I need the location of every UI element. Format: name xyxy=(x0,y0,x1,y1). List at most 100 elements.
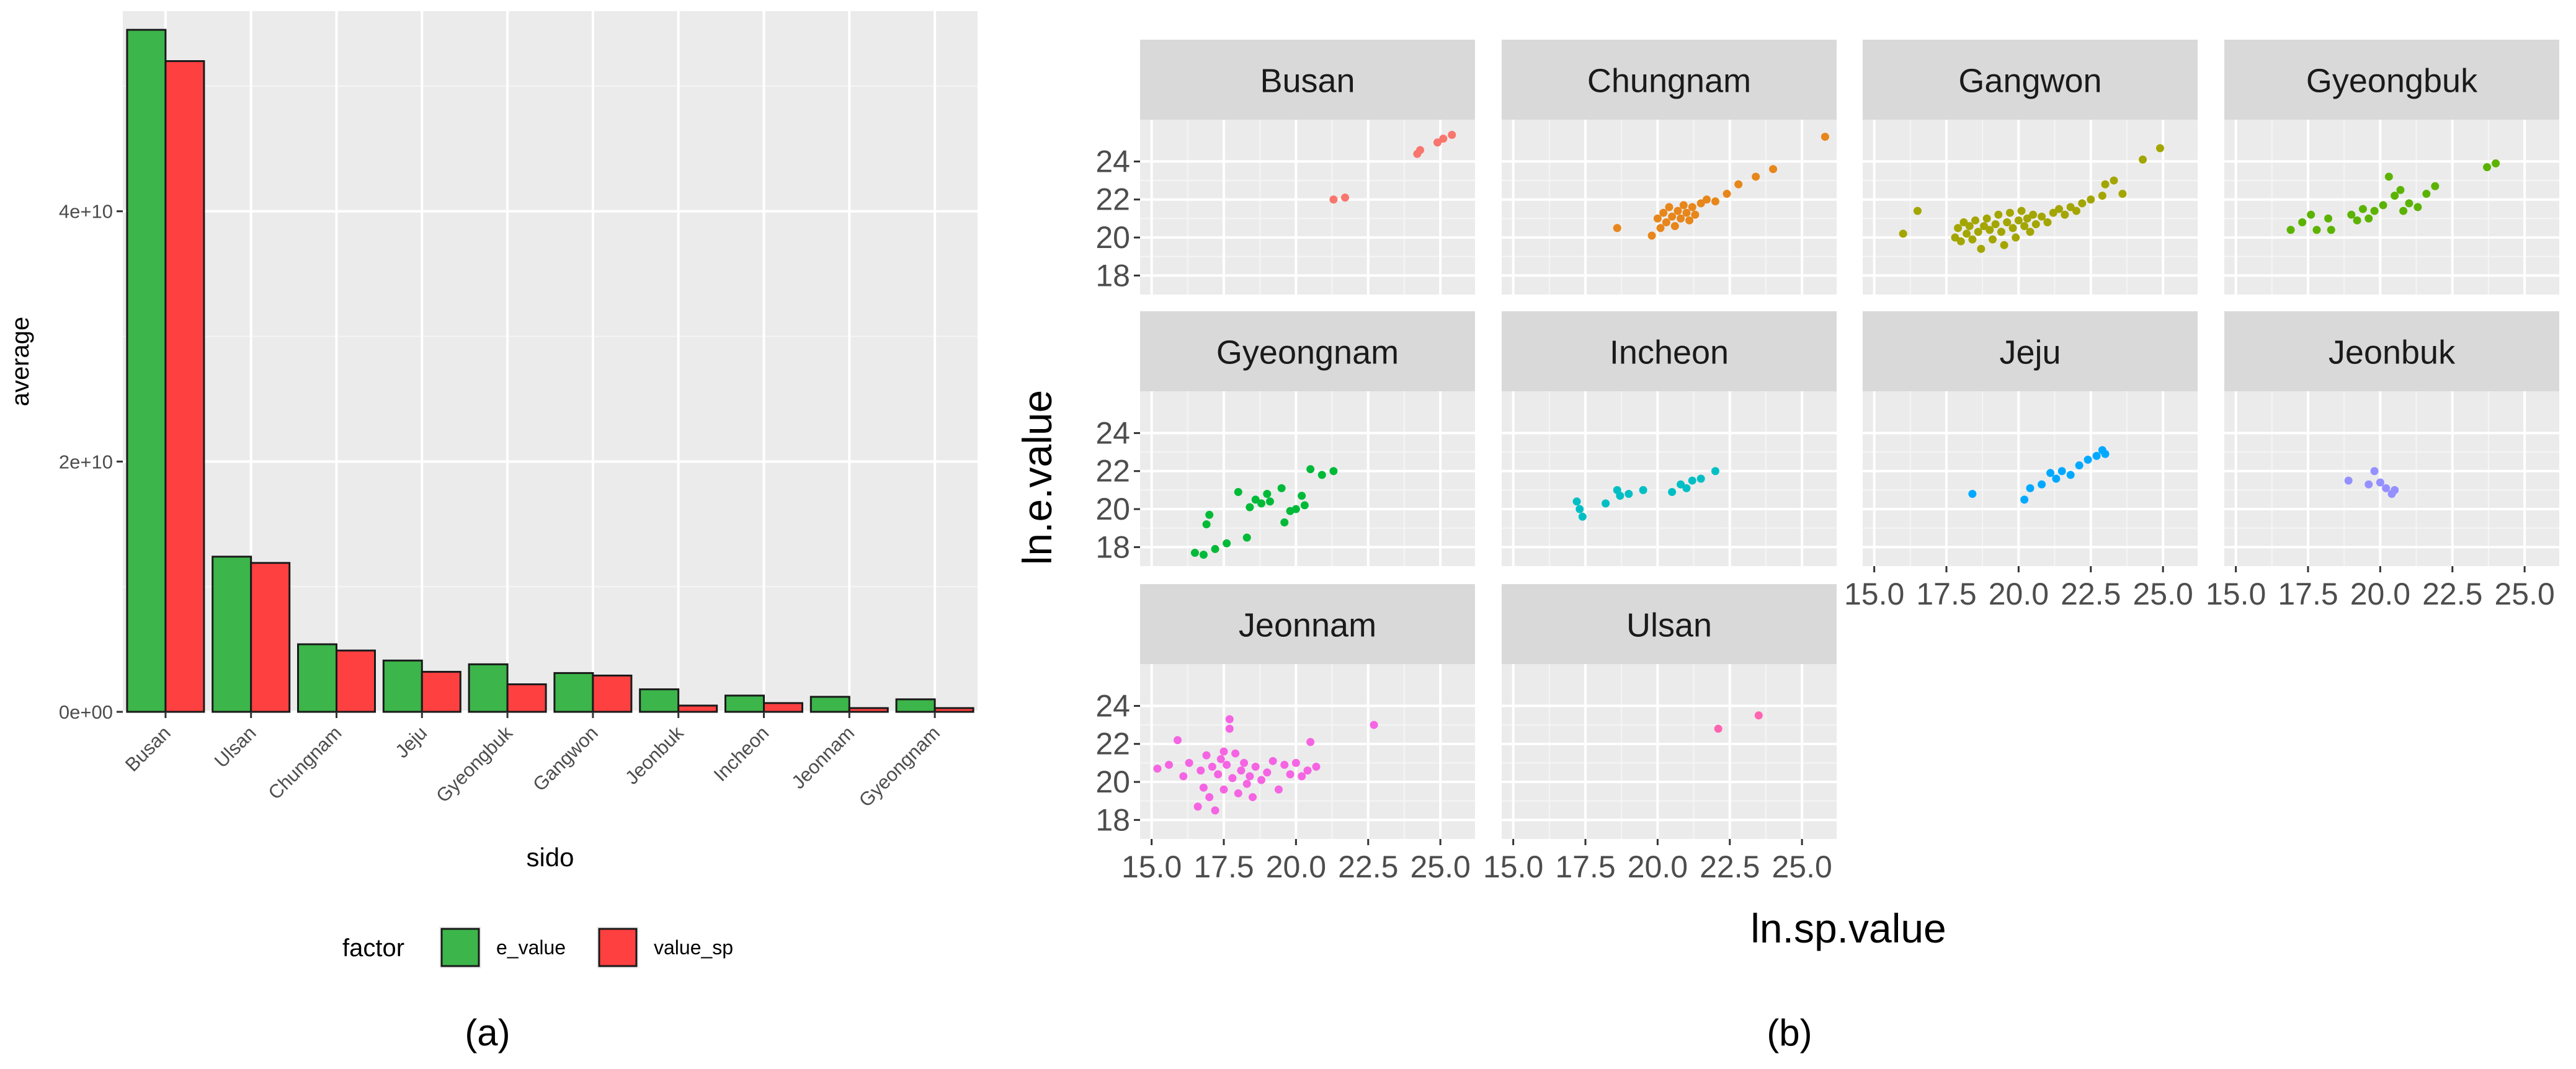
point-ulsan xyxy=(1754,711,1763,720)
point-chungnam xyxy=(1647,231,1656,240)
point-busan xyxy=(1329,195,1338,204)
point-jeju xyxy=(2038,480,2046,489)
point-gangwon xyxy=(2061,210,2069,219)
bar-legend-key-e-value xyxy=(440,928,480,967)
point-busan xyxy=(1433,138,1442,147)
bar-legend: factor e_value value_sp xyxy=(342,926,733,969)
point-jeonnam xyxy=(1225,724,1234,733)
point-chungnam xyxy=(1691,210,1700,219)
point-gyeongnam xyxy=(1265,497,1274,506)
facet-strip-label: Gyeongbuk xyxy=(2306,63,2478,100)
bar-e-value-busan xyxy=(126,29,167,713)
point-gangwon xyxy=(1956,237,1965,246)
point-jeonnam xyxy=(1370,721,1378,729)
point-incheon xyxy=(1639,486,1647,494)
bar-e-value-jeonnam xyxy=(809,696,850,713)
point-gangwon xyxy=(2078,199,2087,208)
point-gyeongnam xyxy=(1211,544,1219,553)
point-incheon xyxy=(1696,474,1705,483)
bar-x-tick-label: Jeju xyxy=(391,722,431,762)
point-busan xyxy=(1416,146,1425,154)
bar-value-sp-jeju xyxy=(421,670,461,713)
point-gyeongnam xyxy=(1317,471,1326,479)
panel-b-label: (b) xyxy=(1767,1012,1812,1053)
point-jeonnam xyxy=(1237,766,1246,775)
point-gyeongnam xyxy=(1300,501,1309,510)
point-gyeongbuk xyxy=(2396,185,2405,194)
point-gyeongnam xyxy=(1242,533,1251,542)
point-jeonnam xyxy=(1228,774,1237,783)
facet-y-axis-title: ln.e.value xyxy=(1014,390,1060,566)
bar-x-tick-label: Jeonnam xyxy=(787,722,858,793)
bar-y-axis-title: average xyxy=(7,317,34,407)
point-jeonnam xyxy=(1263,768,1272,777)
bar-grid xyxy=(123,11,978,713)
point-jeonnam xyxy=(1234,789,1242,797)
facet-strip xyxy=(1140,311,1475,391)
facet-plot-background xyxy=(1863,120,2198,295)
bar-x-axis-title: sido xyxy=(526,843,574,872)
facet-strip-label: Incheon xyxy=(1610,334,1729,371)
point-gangwon xyxy=(2038,212,2046,221)
point-gyeongnam xyxy=(1234,487,1242,496)
point-gyeongbuk xyxy=(2483,163,2492,172)
facet-x-tick-label: 22.5 xyxy=(1338,849,1398,884)
facet-strip-label: Chungnam xyxy=(1587,63,1751,100)
facet-y-tick-label: 20 xyxy=(1095,765,1130,799)
point-jeonnam xyxy=(1231,749,1240,758)
point-gyeongbuk xyxy=(2364,214,2373,223)
point-jeonnam xyxy=(1225,715,1234,724)
point-jeonnam xyxy=(1242,779,1251,788)
point-chungnam xyxy=(1665,203,1674,211)
facet-x-tick-label: 15.0 xyxy=(1483,849,1543,884)
facet-y-tick-label: 20 xyxy=(1095,492,1130,526)
facet-x-tick-label: 20.0 xyxy=(1989,577,2049,611)
point-jeju xyxy=(2084,455,2092,464)
point-gangwon xyxy=(2031,220,2040,229)
facet-strip xyxy=(1140,584,1475,664)
facet-strip xyxy=(1140,40,1475,120)
point-jeonnam xyxy=(1312,763,1321,771)
bar-value-sp-jeonnam xyxy=(848,707,889,713)
bar-x-tick-label: Gyeongnam xyxy=(855,722,944,811)
point-jeonbuk xyxy=(2370,467,2379,476)
point-jeonnam xyxy=(1303,766,1312,775)
bar-x-axis: Busan Ulsan Chungnam Jeju Gyeongbuk Gangwon Je… xyxy=(121,712,944,811)
point-jeonnam xyxy=(1165,760,1174,769)
point-jeonnam xyxy=(1193,802,1202,811)
facet-strip-label: Gangwon xyxy=(1958,63,2101,100)
point-gyeongbuk xyxy=(2413,203,2422,211)
point-gangwon xyxy=(1991,220,2000,229)
point-gangwon xyxy=(2029,210,2038,219)
bar-legend-label-value-sp: value_sp xyxy=(654,936,733,959)
point-jeonnam xyxy=(1214,770,1223,779)
bar-value-sp-gyeongbuk xyxy=(506,683,547,713)
point-chungnam xyxy=(1734,180,1743,189)
point-jeonnam xyxy=(1219,785,1228,794)
facet-x-tick-label: 15.0 xyxy=(2206,577,2266,611)
point-gyeongnam xyxy=(1263,490,1272,499)
point-chungnam xyxy=(1659,208,1668,217)
point-gyeongbuk xyxy=(2399,206,2408,215)
point-busan xyxy=(1439,135,1448,143)
point-jeonnam xyxy=(1306,738,1315,747)
point-jeonnam xyxy=(1223,760,1231,769)
point-gyeongnam xyxy=(1298,492,1306,500)
point-gangwon xyxy=(1963,229,1971,238)
point-gyeongbuk xyxy=(2391,192,2399,200)
point-gangwon xyxy=(2043,218,2052,227)
facet-x-tick-label: 20.0 xyxy=(1628,849,1688,884)
point-incheon xyxy=(1688,476,1696,485)
bar-e-value-gangwon xyxy=(553,672,594,713)
facet-strip xyxy=(2224,40,2559,120)
facet-plot-background xyxy=(1140,391,1475,566)
point-incheon xyxy=(1668,487,1677,496)
bar-y-axis: 0e+00 2e+10 4e+10 xyxy=(59,201,123,723)
point-gyeongbuk xyxy=(2405,199,2413,208)
point-gyeongnam xyxy=(1329,467,1338,476)
point-jeonbuk xyxy=(2382,484,2391,492)
point-jeonbuk xyxy=(2364,480,2373,489)
point-gangwon xyxy=(2055,205,2064,213)
point-gyeongnam xyxy=(1199,551,1208,559)
